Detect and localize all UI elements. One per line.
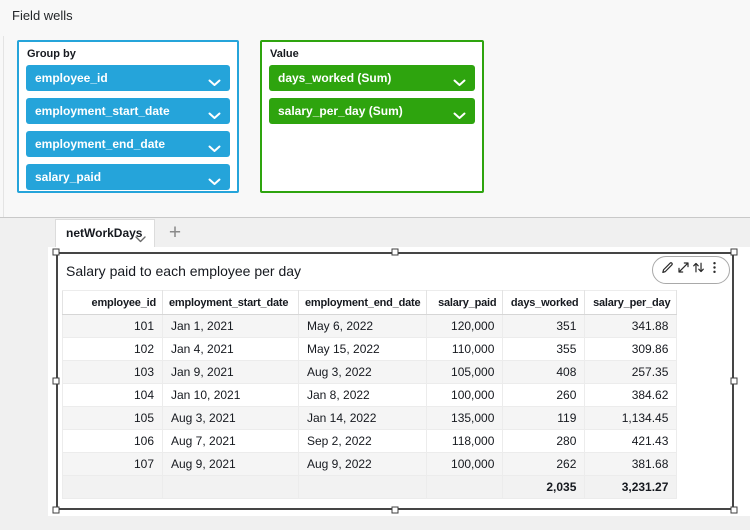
pill-employment-end-date[interactable]: employment_end_date [26,131,230,157]
pill-employment-start-date[interactable]: employment_start_date [26,98,230,124]
column-header[interactable]: employment_start_date [162,290,299,315]
table-row: 104 Jan 10, 2021 Jan 8, 2022 100,000 260 384.… [62,383,678,407]
plus-icon: + [168,221,182,244]
resize-handle-ne[interactable] [730,248,738,256]
value-label: Value [270,48,299,60]
maximize-visual-button[interactable] [676,262,692,278]
pill-label: employee_id [35,71,108,85]
field-wells-panel: Field wells Group by employee_id employm… [0,0,750,218]
chevron-down-icon [208,173,221,191]
pill-label: employment_end_date [35,137,166,151]
chevron-down-icon [208,107,221,125]
pill-label: days_worked (Sum) [278,71,392,85]
table-row: 105 Aug 3, 2021 Jan 14, 2022 135,000 119 1,13… [62,406,678,430]
pencil-icon [660,260,675,280]
pill-label: salary_per_day (Sum) [278,104,403,118]
pill-employee-id[interactable]: employee_id [26,65,230,91]
table-header-row: employee_id employment_start_date employ… [62,290,678,315]
group-by-field-well: Group by employee_id employment_start_da… [17,40,239,193]
resize-handle-s[interactable] [391,506,399,514]
chevron-down-icon [453,74,466,92]
table-row: 107 Aug 9, 2021 Aug 9, 2022 100,000 262 381.6… [62,452,678,476]
value-field-well: Value days_worked (Sum) salary_per_day (… [260,40,484,193]
data-table: employee_id employment_start_date employ… [62,290,678,499]
column-header[interactable]: days_worked [502,290,586,315]
expand-arrows-icon [676,260,691,280]
resize-handle-sw[interactable] [52,506,60,514]
table-row: 103 Jan 9, 2021 Aug 3, 2022 105,000 408 257.3… [62,360,678,384]
table-row: 101 Jan 1, 2021 May 6, 2022 120,000 351 341.8… [62,314,678,338]
edit-visual-button[interactable] [660,262,676,278]
sheet-tab-networkdays[interactable]: netWorkDays [55,219,155,247]
pill-salary-paid[interactable]: salary_paid [26,164,230,190]
pill-days-worked-sum[interactable]: days_worked (Sum) [269,65,475,91]
pill-label: employment_start_date [35,104,170,118]
panel-divider [3,36,4,217]
pill-salary-per-day-sum[interactable]: salary_per_day (Sum) [269,98,475,124]
swap-arrows-button[interactable] [691,262,707,278]
visual-toolbar [652,256,730,284]
table-total-row: 2,035 3,231.27 [62,475,678,499]
resize-handle-nw[interactable] [52,248,60,256]
visual-title[interactable]: Salary paid to each employee per day [66,263,302,279]
add-sheet-button[interactable]: + [162,219,188,247]
sheet-tab-label: netWorkDays [66,226,143,240]
chevron-down-icon [453,107,466,125]
chevron-down-icon[interactable] [135,230,146,248]
chevron-down-icon [208,140,221,158]
vertical-dots-icon [707,260,722,280]
visual-menu-button[interactable] [707,260,723,280]
field-wells-title: Field wells [12,8,73,23]
column-header[interactable]: salary_per_day [584,290,678,315]
column-header[interactable]: salary_paid [426,290,504,315]
resize-handle-e[interactable] [730,377,738,385]
swap-vertical-arrows-icon [691,260,706,280]
table-row: 106 Aug 7, 2021 Sep 2, 2022 118,000 280 421.4… [62,429,678,453]
pill-label: salary_paid [35,170,102,184]
resize-handle-w[interactable] [52,377,60,385]
chevron-down-icon [208,74,221,92]
group-by-label: Group by [27,48,76,60]
resize-handle-se[interactable] [730,506,738,514]
table-row: 102 Jan 4, 2021 May 15, 2022 110,000 355 309.… [62,337,678,361]
column-header[interactable]: employee_id [62,290,163,315]
resize-handle-n[interactable] [391,248,399,256]
column-header[interactable]: employment_end_date [297,290,428,315]
